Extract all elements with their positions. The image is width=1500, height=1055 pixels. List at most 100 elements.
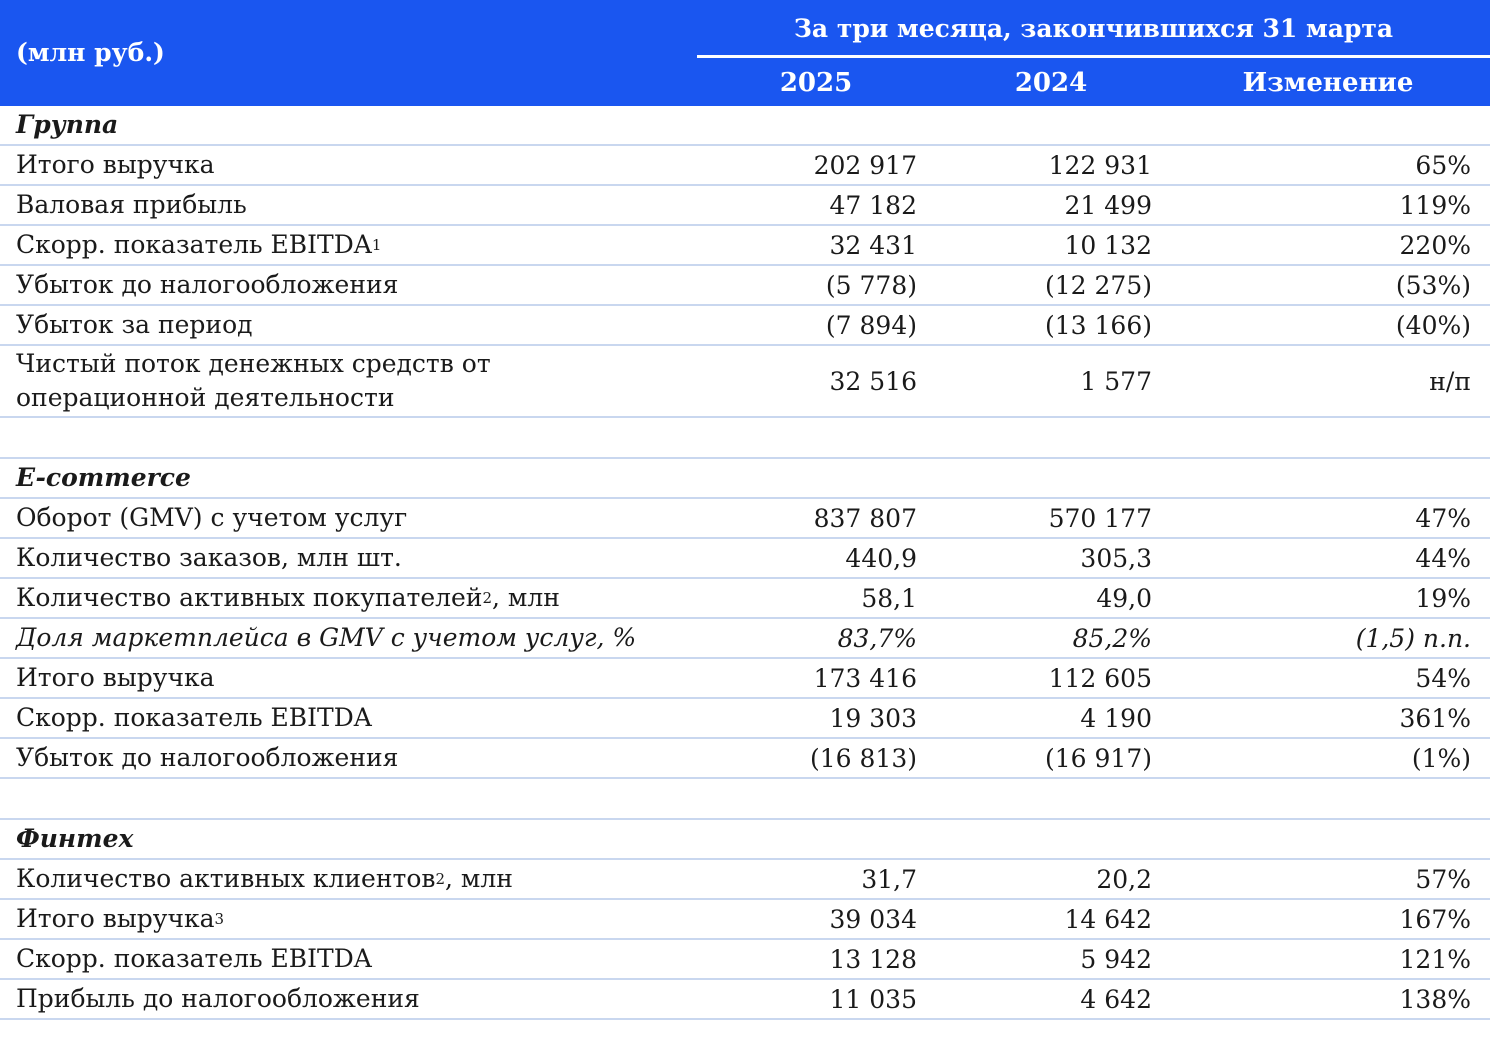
value-2024: 112 605	[1048, 663, 1152, 693]
row-label-line-2: операционной деятельности	[16, 383, 395, 412]
value-2025: 837 807	[813, 503, 917, 533]
table-row: Прибыль до налогообложения 11 035 4 642 …	[0, 980, 1490, 1020]
value-change: 119%	[1399, 190, 1471, 220]
row-label: Валовая прибыль	[16, 190, 247, 219]
row-label: Доля маркетплейса в GMV с учетом услуг, …	[16, 623, 637, 652]
value-change: (1%)	[1411, 743, 1471, 773]
value-2024: 10 132	[1064, 230, 1152, 260]
value-2024: 4 642	[1080, 984, 1152, 1014]
value-change: 138%	[1399, 984, 1471, 1014]
value-change: (53%)	[1395, 270, 1471, 300]
value-change: 121%	[1399, 944, 1471, 974]
row-label-text: Количество активных клиентов	[16, 864, 436, 893]
value-2025: 202 917	[813, 150, 917, 180]
table-row: Скорр. показатель EBITDA 19 303 4 190 36…	[0, 699, 1490, 739]
table-row: Убыток за период (7 894) (13 166) (40%)	[0, 306, 1490, 346]
table-row: Итого выручка 173 416 112 605 54%	[0, 659, 1490, 699]
value-change: 361%	[1399, 703, 1471, 733]
table-row: Доля маркетплейса в GMV с учетом услуг, …	[0, 619, 1490, 659]
value-2024: 570 177	[1048, 503, 1152, 533]
column-header-2024: 2024	[1014, 68, 1088, 98]
column-header-2025: 2025	[779, 68, 853, 98]
table-row: Итого выручка 3 39 034 14 642 167%	[0, 900, 1490, 940]
value-2025: 19 303	[829, 703, 917, 733]
value-change: н/п	[1429, 366, 1471, 396]
value-2024: 5 942	[1080, 944, 1152, 974]
period-label: За три месяца, закончившихся 31 марта	[793, 14, 1394, 43]
row-label-suffix: , млн	[492, 583, 560, 612]
row-label-text: Скорр. показатель EBITDA	[16, 230, 372, 259]
table-row: Убыток до налогообложения (16 813) (16 9…	[0, 739, 1490, 779]
row-label: Убыток до налогообложения	[16, 743, 399, 772]
unit-label: (млн руб.)	[16, 38, 165, 67]
row-label: Количество активных покупателей 2, млн	[16, 579, 706, 617]
value-2024: 20,2	[1096, 864, 1152, 894]
row-label: Прибыль до налогообложения	[16, 984, 420, 1013]
table-row: Чистый поток денежных средств от операцио…	[0, 346, 1490, 418]
row-label-text: Итого выручка	[16, 904, 215, 933]
table-header: (млн руб.) За три месяца, закончившихся …	[0, 0, 1490, 106]
row-label: Количество заказов, млн шт.	[16, 543, 402, 572]
value-change: (1,5) п.п.	[1355, 623, 1471, 653]
section-title: E-commerce	[16, 463, 191, 492]
value-2024: 21 499	[1064, 190, 1152, 220]
row-label-suffix: , млн	[445, 864, 513, 893]
value-2025: 173 416	[813, 663, 917, 693]
table-row: Оборот (GMV) с учетом услуг 837 807 570 …	[0, 499, 1490, 539]
value-2025: 39 034	[829, 904, 917, 934]
value-2025: (16 813)	[810, 743, 917, 773]
value-2024: 1 577	[1080, 366, 1152, 396]
row-label: Итого выручка	[16, 150, 215, 179]
table-row: Валовая прибыль 47 182 21 499 119%	[0, 186, 1490, 226]
value-2025: 32 516	[829, 366, 917, 396]
value-2024: 85,2%	[1072, 623, 1152, 653]
value-change: 19%	[1415, 583, 1471, 613]
value-change: 167%	[1399, 904, 1471, 934]
value-2025: 11 035	[829, 984, 917, 1014]
row-label: Убыток за период	[16, 310, 253, 339]
row-label: Итого выручка	[16, 663, 215, 692]
value-change: 220%	[1399, 230, 1471, 260]
section-title: Финтех	[16, 824, 134, 853]
value-2024: 4 190	[1080, 703, 1152, 733]
row-label: Итого выручка 3	[16, 900, 706, 938]
table-row: Скорр. показатель EBITDA 13 128 5 942 12…	[0, 940, 1490, 980]
table-row: Количество активных покупателей 2, млн 58…	[0, 579, 1490, 619]
table-row: Количество активных клиентов 2, млн 31,7 …	[0, 860, 1490, 900]
section-title: Группа	[16, 110, 119, 139]
value-2024: (12 275)	[1045, 270, 1152, 300]
spacer-row	[0, 779, 1490, 820]
value-2024: 305,3	[1080, 543, 1152, 573]
value-2025: 47 182	[829, 190, 917, 220]
value-2024: 122 931	[1048, 150, 1152, 180]
row-label-text: Количество активных покупателей	[16, 583, 483, 612]
row-label: Оборот (GMV) с учетом услуг	[16, 503, 408, 532]
row-label: Скорр. показатель EBITDA 1	[16, 226, 706, 264]
column-header-change: Изменение	[1242, 68, 1414, 98]
table-row: Количество заказов, млн шт. 440,9 305,3 …	[0, 539, 1490, 579]
row-label: Скорр. показатель EBITDA	[16, 703, 372, 732]
value-2024: (16 917)	[1045, 743, 1152, 773]
value-2025: (7 894)	[825, 310, 917, 340]
value-2025: 31,7	[861, 864, 917, 894]
financial-table: Группа Итого выручка 202 917 122 931 65%…	[0, 106, 1490, 1020]
value-change: 57%	[1415, 864, 1471, 894]
section-header-group: Группа	[0, 106, 1490, 146]
value-change: 47%	[1415, 503, 1471, 533]
value-2024: (13 166)	[1045, 310, 1152, 340]
row-label: Убыток до налогообложения	[16, 270, 399, 299]
table-row: Убыток до налогообложения (5 778) (12 27…	[0, 266, 1490, 306]
value-2025: 32 431	[829, 230, 917, 260]
header-divider	[697, 55, 1490, 58]
value-change: 44%	[1415, 543, 1471, 573]
row-label: Количество активных клиентов 2, млн	[16, 860, 706, 898]
spacer-row	[0, 418, 1490, 459]
table-row: Итого выручка 202 917 122 931 65%	[0, 146, 1490, 186]
row-label-line-1: Чистый поток денежных средств от	[16, 349, 491, 378]
row-label: Чистый поток денежных средств от операцио…	[16, 346, 706, 416]
value-2025: 83,7%	[837, 623, 917, 653]
value-2025: 58,1	[861, 583, 917, 613]
value-2025: 440,9	[845, 543, 917, 573]
value-2024: 49,0	[1096, 583, 1152, 613]
value-change: (40%)	[1395, 310, 1471, 340]
